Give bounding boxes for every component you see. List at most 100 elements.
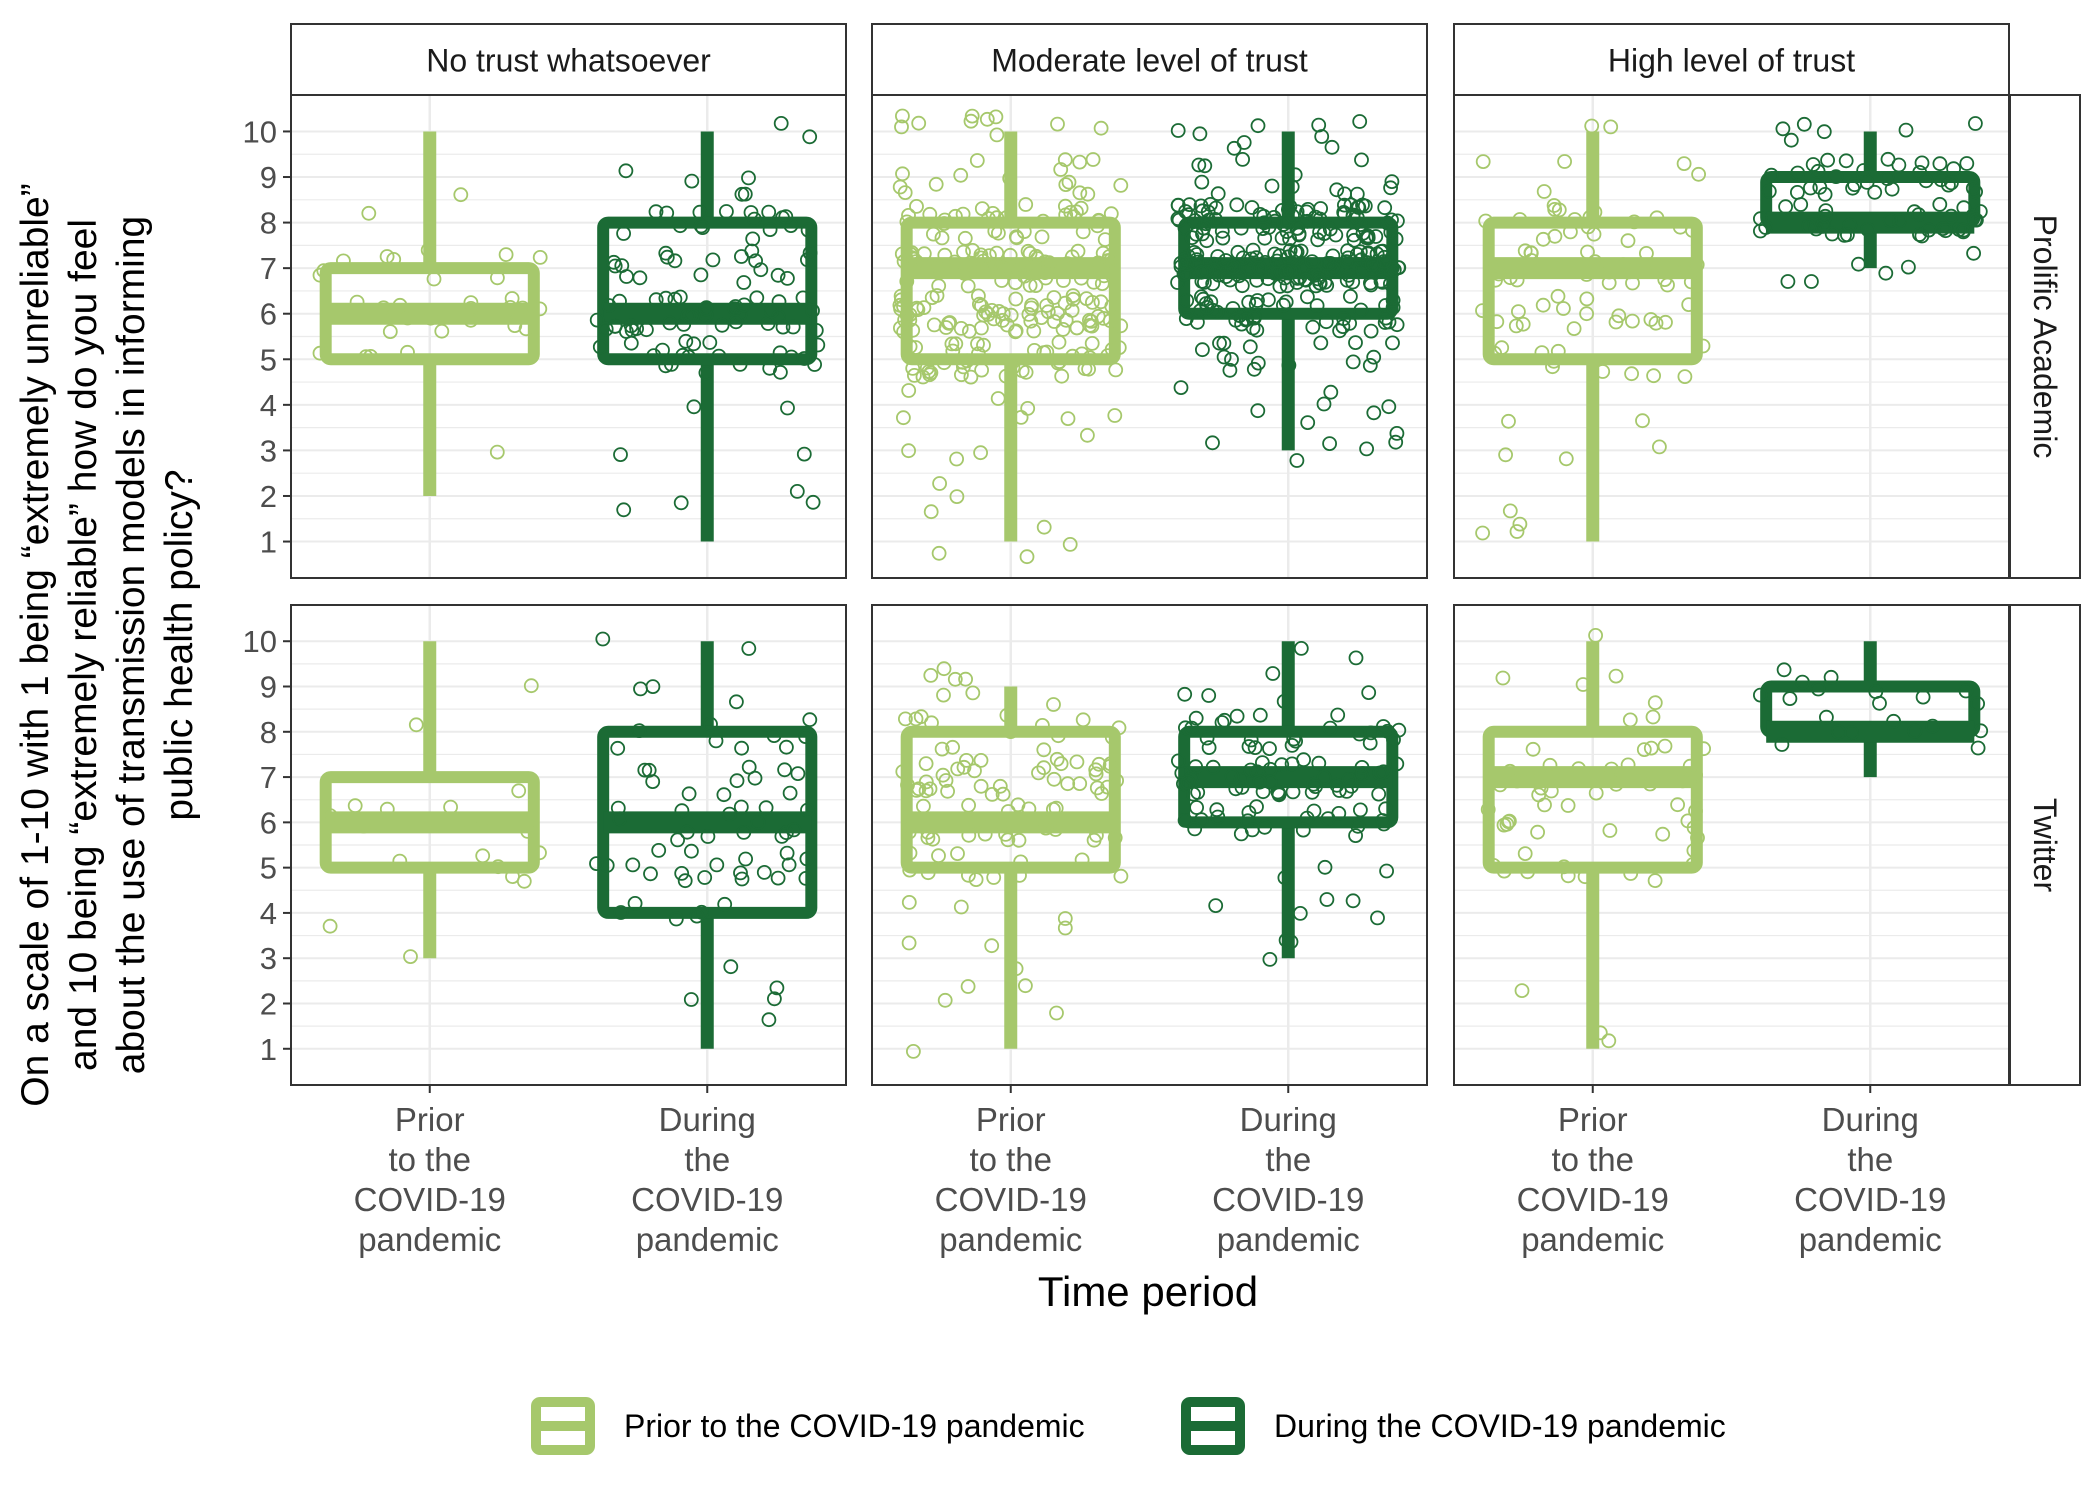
data-point — [981, 211, 996, 226]
data-point — [901, 935, 917, 951]
data-point — [800, 802, 815, 818]
data-point — [589, 312, 605, 328]
points-during — [589, 631, 818, 1028]
data-point — [1246, 361, 1262, 377]
data-point — [732, 307, 748, 323]
data-point — [1488, 272, 1503, 288]
facet-strip-row-1 — [2009, 604, 2081, 1086]
data-point — [1039, 298, 1054, 313]
data-point — [1189, 254, 1205, 270]
data-point — [1062, 537, 1078, 552]
data-point — [1370, 910, 1385, 926]
data-point — [1842, 217, 1858, 233]
data-point — [936, 355, 952, 371]
data-point — [909, 300, 925, 316]
data-point — [1935, 221, 1951, 237]
data-point — [1311, 755, 1327, 771]
data-point — [969, 153, 985, 168]
data-point — [631, 723, 647, 738]
data-point — [1867, 184, 1883, 200]
data-point — [719, 204, 734, 219]
data-point — [1288, 733, 1303, 749]
data-point — [1886, 713, 1901, 729]
data-point — [991, 225, 1006, 241]
data-point — [1911, 207, 1926, 223]
data-point — [1074, 346, 1090, 362]
data-point — [705, 252, 721, 268]
data-point — [379, 801, 395, 817]
data-point — [1085, 152, 1101, 167]
data-point — [632, 270, 648, 286]
y-tick-label: 4 — [260, 896, 277, 931]
data-point — [1496, 817, 1512, 833]
data-point — [1696, 741, 1711, 757]
data-point — [1647, 695, 1663, 711]
data-point — [899, 214, 915, 230]
data-point — [747, 770, 763, 786]
data-point — [1658, 314, 1673, 330]
data-point — [692, 204, 708, 220]
data-point — [1502, 503, 1518, 519]
data-point — [693, 267, 709, 283]
data-point — [1057, 911, 1073, 926]
data-point — [614, 258, 630, 274]
data-point — [676, 316, 692, 332]
panel-border — [1453, 604, 2010, 1086]
y-tick-label: 3 — [260, 941, 277, 976]
data-point — [1352, 114, 1368, 129]
data-point — [965, 242, 980, 258]
facet-strip-col-1 — [871, 23, 1428, 96]
data-point — [1810, 681, 1826, 697]
data-point — [1348, 650, 1364, 666]
box-prior — [1482, 641, 1703, 1049]
data-point — [1247, 740, 1263, 755]
data-point — [651, 843, 667, 858]
data-point — [1222, 362, 1238, 378]
data-point — [1111, 340, 1127, 356]
data-point — [956, 759, 972, 775]
data-point — [902, 862, 918, 878]
facet-strip-label-col-1: Moderate level of trust — [991, 43, 1308, 79]
data-point — [902, 339, 918, 354]
data-point — [1322, 436, 1337, 452]
data-point — [1776, 662, 1792, 678]
data-point — [1173, 255, 1189, 271]
data-point — [893, 288, 909, 304]
data-point — [1681, 297, 1697, 313]
data-point — [1860, 222, 1876, 237]
data-point — [796, 446, 812, 462]
panel-border — [871, 94, 1428, 579]
y-tick-label: 7 — [260, 760, 277, 795]
x-tick-label: Prior — [1558, 1101, 1628, 1138]
data-point — [949, 451, 964, 467]
data-point — [798, 729, 813, 744]
data-point — [637, 762, 653, 778]
data-point — [1199, 730, 1215, 746]
data-point — [1815, 218, 1830, 234]
data-point — [734, 740, 749, 756]
data-point — [1017, 268, 1032, 284]
data-point — [1680, 813, 1696, 829]
data-point — [935, 767, 951, 783]
data-point — [992, 778, 1008, 794]
data-point — [379, 249, 395, 264]
data-point — [1348, 828, 1363, 843]
data-point — [645, 774, 661, 789]
data-point — [1241, 294, 1257, 310]
data-point — [947, 254, 963, 270]
data-point — [1646, 368, 1661, 384]
data-point — [613, 447, 628, 463]
data-point — [916, 798, 931, 814]
data-point — [1226, 140, 1242, 156]
data-point — [1495, 670, 1511, 686]
data-point — [1795, 674, 1810, 690]
data-point — [668, 911, 684, 927]
data-point — [1385, 335, 1400, 351]
data-point — [520, 824, 536, 839]
data-point — [708, 733, 724, 749]
data-point — [1050, 728, 1066, 744]
points-prior — [895, 661, 1129, 1059]
data-point — [1828, 169, 1844, 185]
data-point — [805, 303, 820, 319]
data-point — [1972, 204, 1988, 219]
